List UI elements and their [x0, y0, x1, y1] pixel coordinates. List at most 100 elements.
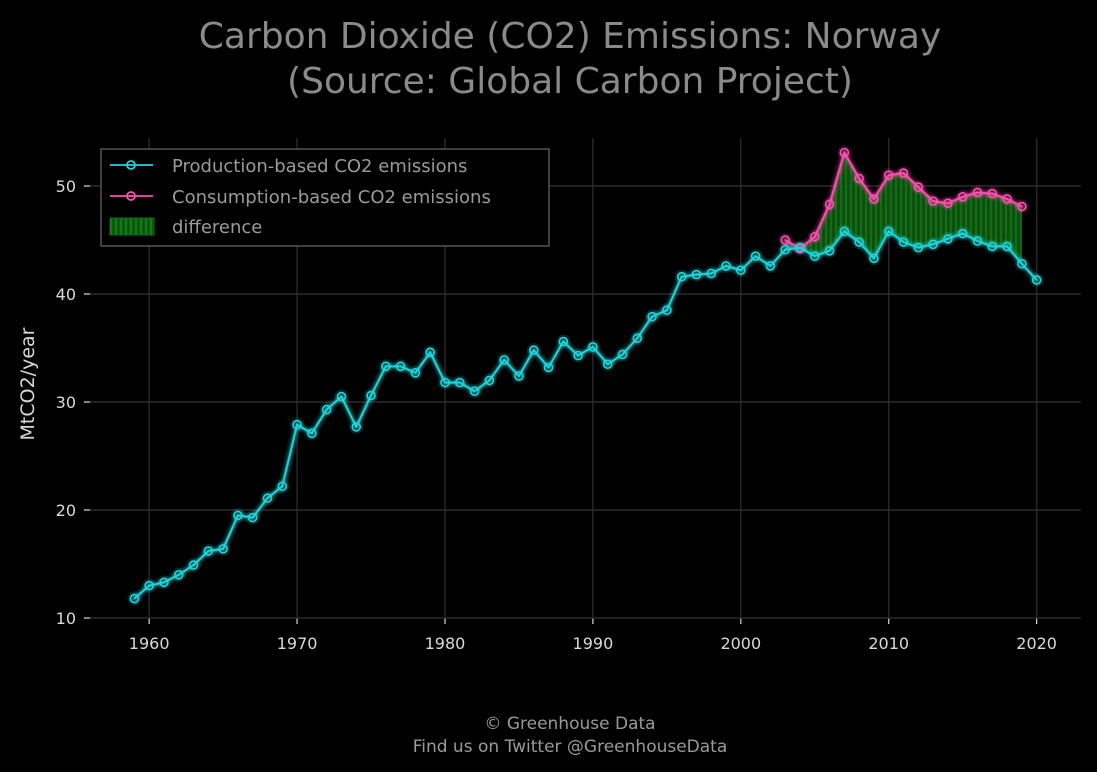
production-point	[632, 333, 643, 344]
production-point	[573, 350, 583, 361]
production-point	[528, 345, 539, 355]
production-point	[514, 371, 524, 381]
consumption-point	[957, 192, 968, 202]
production-point	[1031, 275, 1042, 285]
footer-copyright: © Greenhouse Data	[484, 714, 655, 734]
production-point	[736, 265, 746, 276]
legend-consumption-marker	[126, 191, 136, 201]
production-glow	[131, 228, 1040, 602]
y-tick-label: 20	[56, 501, 76, 520]
production-point	[765, 261, 776, 271]
production-point	[144, 580, 154, 591]
production-point	[987, 241, 998, 252]
consumption-point	[809, 231, 820, 242]
production-point	[454, 377, 465, 388]
production-point	[247, 512, 258, 523]
consumption-point	[869, 194, 879, 204]
production-point	[750, 251, 761, 262]
production-point	[277, 481, 288, 492]
difference-fill-group	[785, 152, 1022, 264]
production-point	[395, 361, 406, 372]
x-tick-label: 2010	[868, 634, 909, 653]
production-point	[307, 428, 317, 439]
legend-production-label: Production-based CO2 emissions	[172, 156, 467, 177]
consumption-point	[987, 188, 998, 199]
consumption-point	[854, 173, 864, 184]
production-glow	[132, 229, 1039, 601]
production-point	[188, 560, 199, 570]
x-tick-label: 1960	[129, 634, 170, 653]
legend-production-marker	[126, 160, 136, 170]
y-tick-label: 30	[56, 393, 76, 412]
consumption-point	[839, 147, 850, 158]
production-point	[410, 368, 421, 378]
consumption-point	[913, 182, 924, 192]
production-point	[469, 386, 480, 397]
production-point	[839, 226, 850, 237]
tick-labels: 1960 1970 1980 1990 2000 2010 2020 10 20 30 40 50	[56, 177, 1057, 653]
production-point	[336, 391, 347, 402]
x-tick-label: 2020	[1016, 634, 1057, 653]
production-point	[425, 347, 435, 358]
production-line	[133, 230, 1038, 600]
production-point	[780, 244, 790, 255]
consumption-point	[1002, 194, 1012, 204]
production-point	[795, 242, 805, 253]
legend-difference-label: difference	[172, 217, 262, 238]
production-point	[558, 336, 569, 347]
production-point	[484, 375, 495, 386]
production-point	[1002, 241, 1012, 252]
production-point	[928, 239, 938, 250]
production-point	[824, 246, 835, 256]
production-point	[129, 593, 140, 604]
consumption-point	[883, 170, 894, 180]
production-point	[218, 544, 228, 554]
production-point	[602, 359, 613, 370]
consumption-point	[972, 187, 983, 198]
production-point	[351, 422, 362, 432]
production-point	[173, 569, 184, 580]
difference-area	[785, 152, 1022, 264]
production-point	[706, 268, 717, 279]
consumption-point	[898, 168, 909, 178]
production-point	[972, 236, 983, 246]
consumption-point	[1017, 201, 1027, 212]
footer-twitter: Find us on Twitter @GreenhouseData	[413, 737, 728, 757]
y-axis-label: MtCO2/year	[17, 327, 39, 440]
production-point	[883, 226, 894, 237]
production-point	[662, 305, 672, 316]
production-glow	[129, 226, 1042, 604]
x-tick-label: 1990	[573, 634, 614, 653]
consumption-line	[784, 151, 1023, 250]
production-point	[721, 261, 731, 271]
production-point	[588, 342, 598, 352]
production-point	[440, 377, 450, 388]
production-point	[203, 546, 214, 556]
production-point	[957, 228, 968, 239]
legend-difference-swatch	[109, 217, 155, 236]
consumption-point	[780, 235, 790, 245]
legend-consumption-label: Consumption-based CO2 emissions	[172, 187, 491, 208]
production-point	[292, 419, 302, 430]
production-point	[159, 577, 169, 588]
x-tick-label: 2000	[720, 634, 761, 653]
production-point	[869, 253, 879, 264]
production-point	[676, 271, 687, 282]
production-point	[913, 242, 924, 253]
production-point	[647, 311, 657, 322]
legend: Production-based CO2 emissions Consumpti…	[100, 148, 550, 247]
y-tick-label: 50	[56, 177, 76, 196]
y-tick-label: 40	[56, 285, 76, 304]
consumption-point	[928, 196, 938, 206]
production-point	[943, 234, 953, 244]
production-point	[262, 493, 273, 503]
production-point	[898, 237, 909, 247]
production-point	[321, 404, 332, 415]
production-point	[691, 269, 702, 280]
x-tick-label: 1980	[425, 634, 466, 653]
consumption-point	[824, 199, 835, 210]
consumption-point	[943, 198, 953, 209]
production-point	[366, 390, 376, 401]
chart-title-line-2: (Source: Global Carbon Project)	[287, 61, 853, 102]
